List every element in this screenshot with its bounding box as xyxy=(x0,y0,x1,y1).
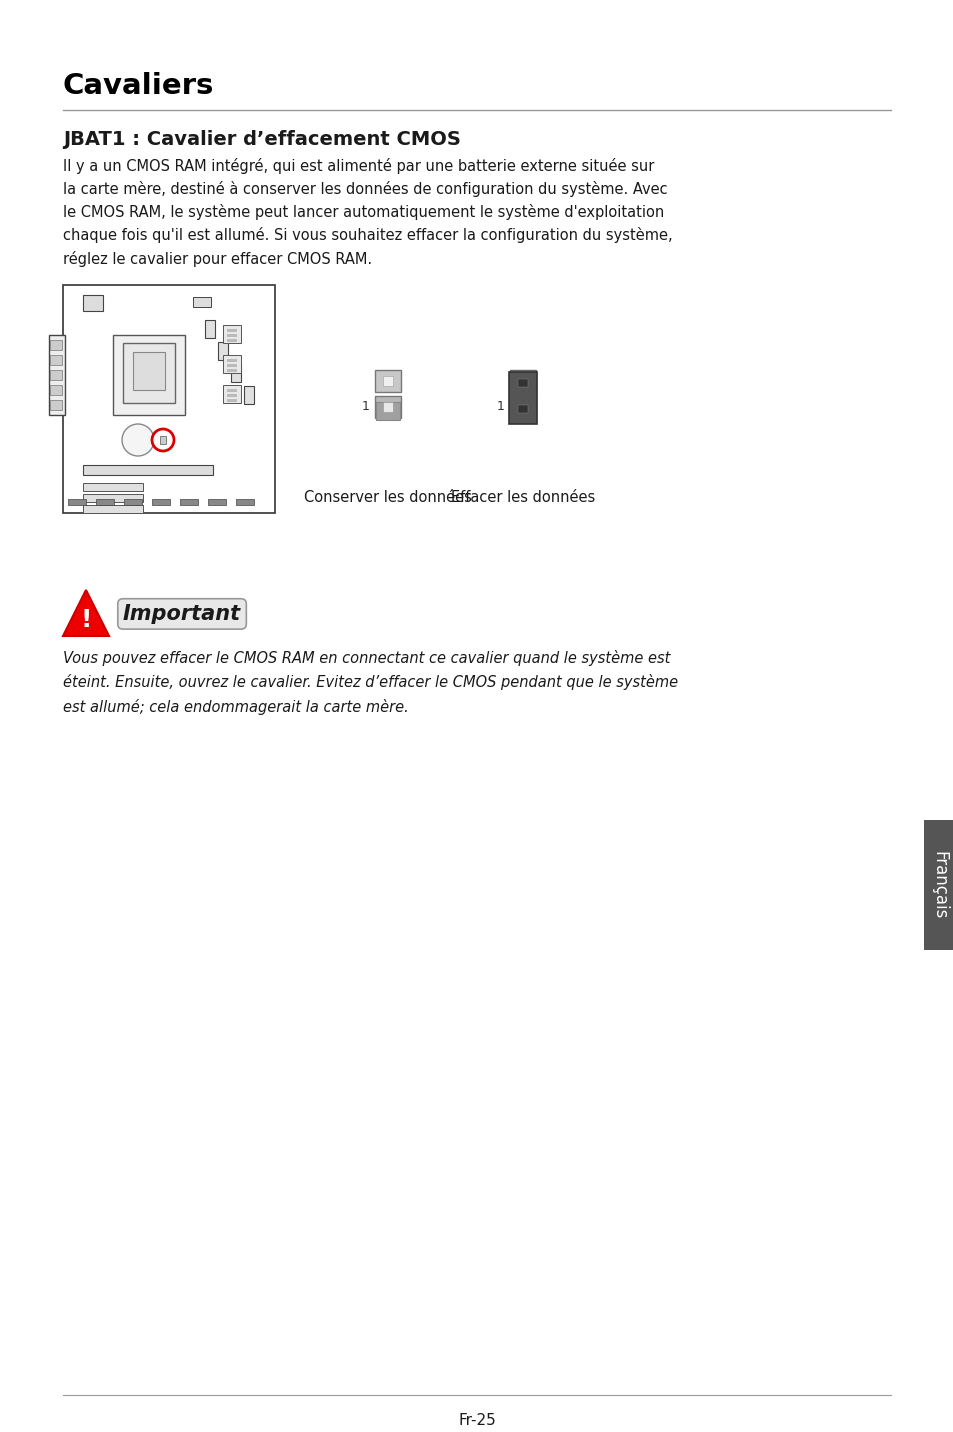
Bar xyxy=(83,483,143,491)
Bar xyxy=(193,296,211,306)
Bar xyxy=(50,369,62,379)
Text: Fr-25: Fr-25 xyxy=(457,1413,496,1428)
Bar xyxy=(160,435,166,444)
Bar xyxy=(375,402,399,420)
Bar xyxy=(112,335,185,415)
Bar xyxy=(517,405,527,412)
Bar xyxy=(49,335,65,415)
Bar xyxy=(231,364,241,382)
Bar xyxy=(218,342,228,359)
Bar xyxy=(205,319,214,338)
Bar xyxy=(50,400,62,410)
Text: Français: Français xyxy=(929,851,947,919)
Bar xyxy=(223,385,241,402)
Bar xyxy=(223,355,241,372)
Text: 1: 1 xyxy=(497,401,504,414)
Bar xyxy=(227,364,236,367)
Text: 1: 1 xyxy=(362,401,370,414)
Bar xyxy=(83,295,103,311)
Text: !: ! xyxy=(80,609,91,632)
Text: Cavaliers: Cavaliers xyxy=(63,72,214,100)
Bar xyxy=(509,372,537,424)
Bar xyxy=(227,390,236,392)
Polygon shape xyxy=(63,590,109,636)
Bar xyxy=(124,498,142,505)
Bar xyxy=(152,498,170,505)
Bar xyxy=(244,387,253,404)
Text: Conserver les données: Conserver les données xyxy=(304,490,472,505)
Bar xyxy=(382,377,393,387)
Bar xyxy=(227,369,236,372)
Text: Vous pouvez effacer le CMOS RAM en connectant ce cavalier quand le système est
é: Vous pouvez effacer le CMOS RAM en conne… xyxy=(63,650,678,715)
Bar xyxy=(510,369,536,392)
Bar xyxy=(123,344,174,402)
Bar xyxy=(83,465,213,475)
Bar xyxy=(382,402,393,412)
Text: Il y a un CMOS RAM intégré, qui est alimenté par une batterie externe située sur: Il y a un CMOS RAM intégré, qui est alim… xyxy=(63,158,672,266)
Bar xyxy=(96,498,113,505)
Text: Effacer les données: Effacer les données xyxy=(451,490,595,505)
Bar xyxy=(923,821,953,949)
Bar xyxy=(50,339,62,349)
Bar xyxy=(83,494,143,503)
Bar xyxy=(227,359,236,362)
Bar xyxy=(227,339,236,342)
Bar xyxy=(180,498,198,505)
Circle shape xyxy=(122,424,153,455)
Bar xyxy=(63,285,274,513)
Bar xyxy=(375,369,400,392)
Bar xyxy=(227,394,236,397)
Bar xyxy=(227,329,236,332)
Bar xyxy=(227,400,236,402)
Bar xyxy=(83,505,143,513)
Bar xyxy=(510,397,536,418)
Bar xyxy=(132,352,165,390)
Circle shape xyxy=(152,430,173,451)
Bar xyxy=(68,498,86,505)
Bar xyxy=(235,498,253,505)
Bar xyxy=(223,325,241,344)
Text: JBAT1 : Cavalier d’effacement CMOS: JBAT1 : Cavalier d’effacement CMOS xyxy=(63,130,460,149)
Bar xyxy=(50,385,62,395)
Bar xyxy=(50,355,62,365)
Bar xyxy=(517,379,527,387)
Bar xyxy=(375,397,400,418)
Bar xyxy=(227,334,236,337)
Text: Important: Important xyxy=(123,604,241,624)
Bar xyxy=(208,498,226,505)
